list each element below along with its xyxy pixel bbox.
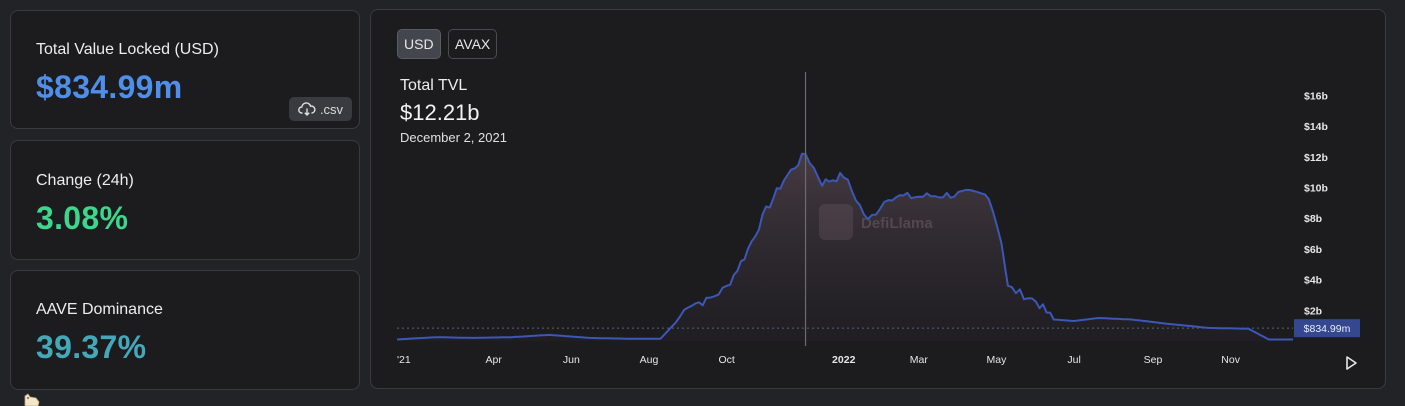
x-tick-label: Jun [563, 354, 580, 366]
tooltip-date: December 2, 2021 [400, 130, 507, 145]
tvl-line [396, 152, 1293, 341]
y-tick-label: $4b [1304, 275, 1322, 287]
tooltip-title: Total TVL [400, 77, 468, 94]
tvl-chart[interactable]: DefiLlama $2b $4b $6b $8b $10b $12b $14b $16b $83… [371, 10, 1387, 390]
toggle-avax-button[interactable]: AVAX [448, 29, 498, 59]
x-tick-label: May [987, 354, 1008, 366]
y-tick-label: $12b [1304, 152, 1328, 164]
x-tick-label: Sep [1144, 354, 1163, 366]
y-tick-label: $2b [1304, 305, 1322, 317]
tooltip-value: $12.21b [400, 100, 480, 125]
tvl-area [397, 153, 1293, 341]
x-tick-label: Mar [910, 354, 929, 366]
csv-label: .csv [319, 101, 344, 117]
y-tick-label: $14b [1304, 121, 1328, 133]
current-value-badge [1294, 319, 1360, 338]
x-tick-label: Aug [640, 354, 659, 366]
current-value-label: $834.99m [1304, 323, 1351, 335]
download-csv-button[interactable]: .csv [289, 97, 352, 121]
y-tick-label: $16b [1304, 90, 1328, 102]
toggle-usd-button[interactable]: USD [397, 29, 441, 59]
tvl-label: Total Value Locked (USD) [36, 41, 219, 58]
dominance-card: AAVE Dominance 39.37% [10, 270, 360, 390]
change-value: 3.08% [36, 200, 129, 236]
dominance-value: 39.37% [36, 329, 147, 365]
y-tick-label: $10b [1304, 182, 1328, 194]
y-tick-label: $8b [1304, 213, 1322, 225]
play-icon[interactable] [1343, 355, 1359, 371]
cloud-download-icon [298, 102, 316, 116]
dominance-label: AAVE Dominance [36, 301, 163, 318]
x-tick-label: Nov [1221, 354, 1240, 366]
change-card: Change (24h) 3.08% [10, 140, 360, 260]
tvl-value: $834.99m [36, 69, 183, 105]
x-tick-label: Jul [1067, 354, 1080, 366]
llama-mascot-icon [24, 393, 40, 406]
change-label: Change (24h) [36, 172, 134, 189]
x-tick-label: Oct [718, 354, 734, 366]
watermark-text: DefiLlama [861, 215, 933, 232]
watermark-logo [819, 204, 853, 240]
y-tick-label: $6b [1304, 244, 1322, 256]
chart-panel: DefiLlama $2b $4b $6b $8b $10b $12b $14b $16b $83… [370, 9, 1386, 389]
x-tick-label: '21 [397, 354, 411, 366]
x-tick-label: Apr [486, 354, 503, 366]
tvl-card: Total Value Locked (USD) $834.99m .csv [10, 10, 360, 129]
x-tick-label: 2022 [832, 354, 856, 366]
